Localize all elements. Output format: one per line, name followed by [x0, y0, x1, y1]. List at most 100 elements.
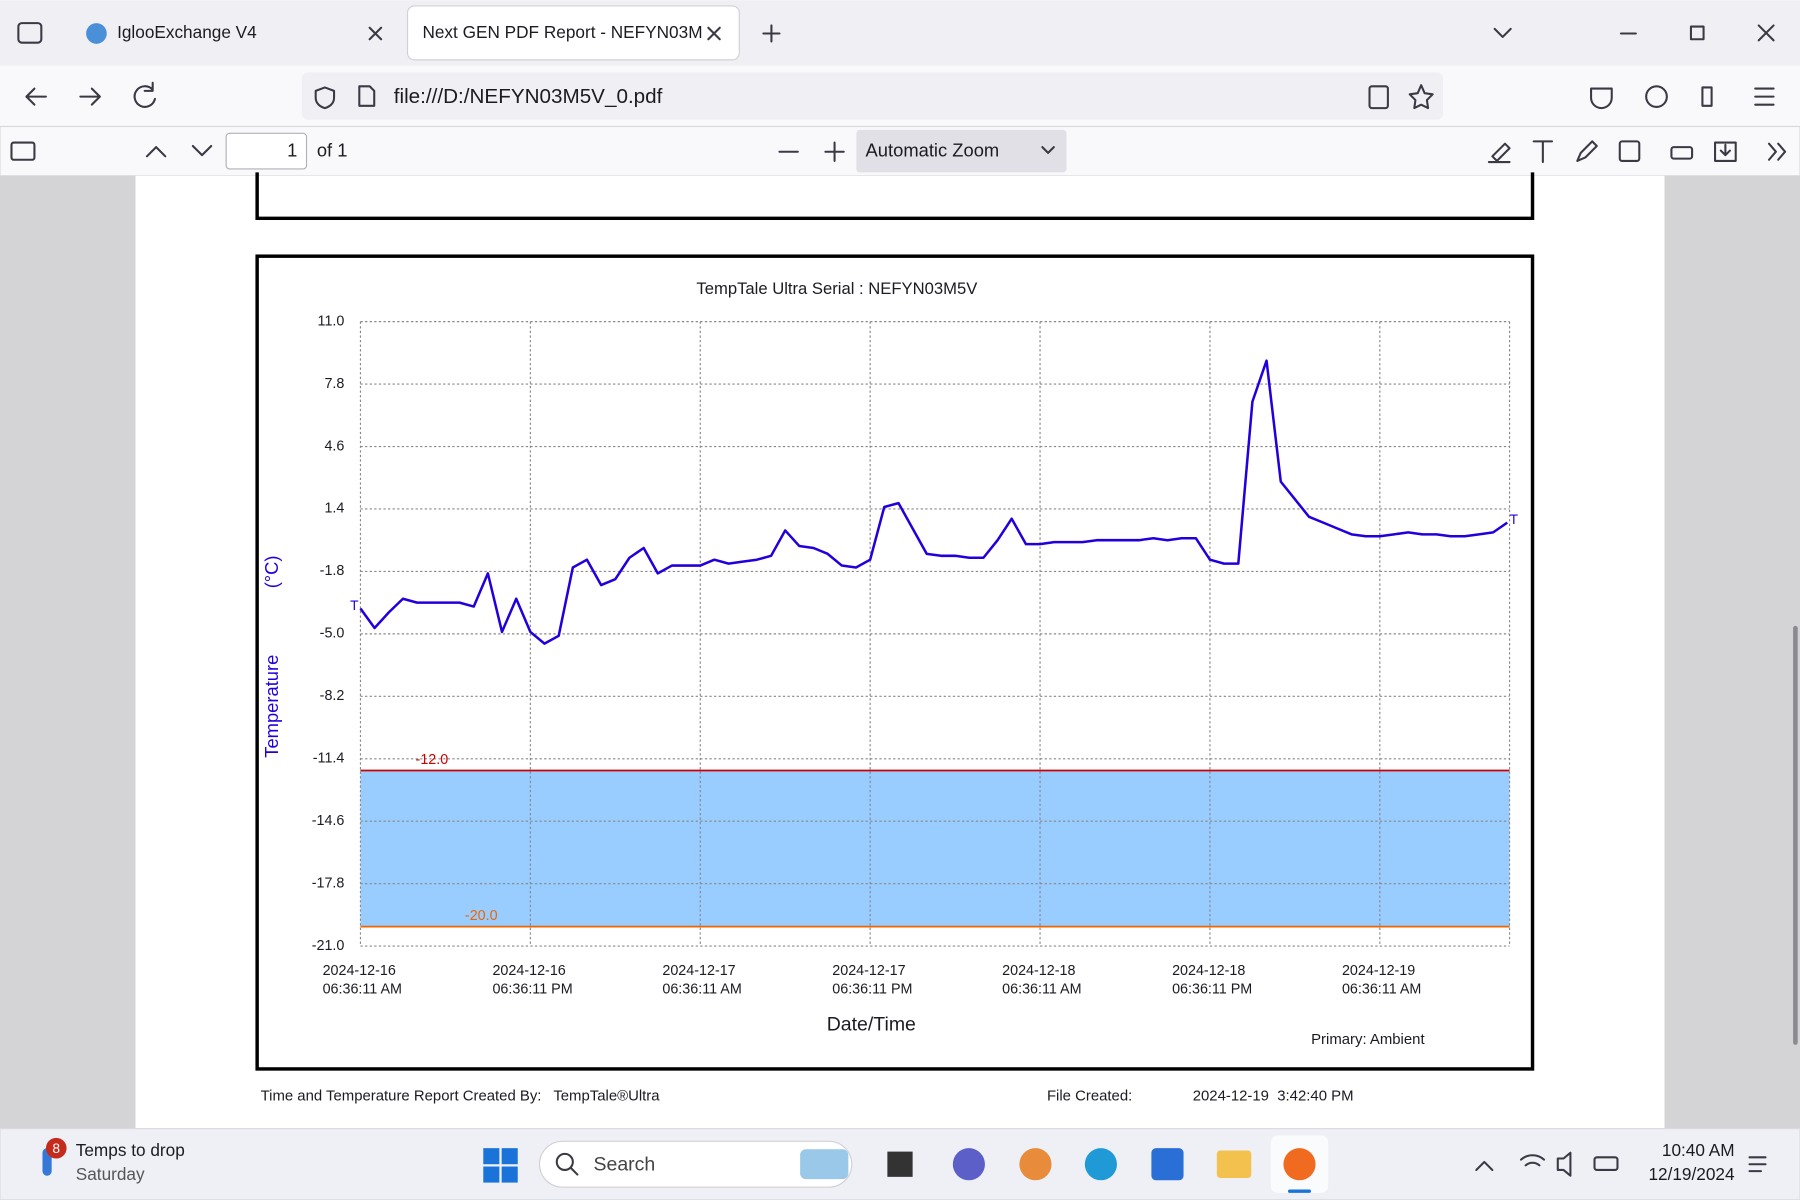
temperature-line: [359, 359, 1508, 645]
new-tab[interactable]: [762, 24, 781, 43]
tab-overflow[interactable]: [1493, 27, 1512, 38]
page-count: of 1: [317, 140, 348, 161]
firefox[interactable]: [1283, 1148, 1316, 1181]
restore[interactable]: [1689, 25, 1705, 41]
tray-overflow[interactable]: [1475, 1160, 1494, 1171]
y-axis-unit: (°C): [261, 555, 282, 588]
page-number: 1: [287, 140, 297, 161]
edge[interactable]: [1084, 1148, 1117, 1181]
back[interactable]: [25, 87, 47, 106]
footer-product: TempTale®Ultra: [553, 1087, 660, 1104]
account[interactable]: [1645, 85, 1668, 108]
x-tick-time: 06:36:11 PM: [492, 982, 572, 998]
active-indicator: [1288, 1189, 1311, 1193]
forward[interactable]: [79, 87, 101, 106]
draw-tool[interactable]: [1576, 140, 1598, 162]
x-tick-date: 2024-12-16: [323, 963, 396, 979]
print[interactable]: [1670, 146, 1694, 160]
y-tick-label: -14.6: [312, 813, 345, 829]
store[interactable]: [1151, 1148, 1184, 1181]
limit-label: -12.0: [416, 752, 449, 768]
y-tick-label: -11.4: [313, 751, 345, 767]
menu[interactable]: [1754, 87, 1775, 106]
search-placeholder: Search: [593, 1154, 655, 1176]
tab-close[interactable]: [368, 26, 383, 41]
tab-title: IglooExchange V4: [117, 22, 257, 42]
page-input[interactable]: [225, 132, 308, 170]
pocket[interactable]: [1590, 87, 1613, 110]
previous-box: [255, 172, 1535, 221]
more-tools[interactable]: [1767, 142, 1787, 161]
y-tick-label: -21.0: [312, 938, 345, 954]
x-tick-time: 06:36:11 PM: [832, 982, 912, 998]
x-tick-time: 06:36:11 PM: [1172, 982, 1252, 998]
footer-file-created-label: File Created:: [1047, 1087, 1132, 1104]
search-box[interactable]: [538, 1140, 853, 1188]
chart-title: TempTale Ultra Serial : NEFYN03M5V: [696, 279, 978, 298]
url: file:///D:/NEFYN03M5V_0.pdf: [394, 85, 663, 108]
close-window[interactable]: [1757, 24, 1775, 42]
end-marker: T: [1510, 512, 1519, 527]
weather-badge: 8: [52, 1141, 60, 1156]
search-icon: [555, 1152, 574, 1171]
zoom-in[interactable]: [824, 141, 845, 162]
highlight[interactable]: [1487, 142, 1511, 164]
weather-day: Saturday: [76, 1164, 145, 1184]
chart-frame: [255, 254, 1535, 1071]
tab-list-button[interactable]: [17, 22, 43, 44]
x-tick-date: 2024-12-17: [832, 963, 905, 979]
y-tick-label: -8.2: [320, 688, 345, 704]
search-icon-handle: [569, 1166, 579, 1176]
notifications[interactable]: [1748, 1156, 1767, 1173]
weather-badge-bg: [45, 1137, 67, 1159]
extensions[interactable]: [1701, 86, 1713, 107]
sidebar-toggle[interactable]: [10, 141, 36, 161]
x-tick-date: 2024-12-18: [1172, 963, 1245, 979]
battery[interactable]: [1593, 1156, 1619, 1171]
image-tool[interactable]: [1618, 140, 1641, 162]
task-view[interactable]: [887, 1151, 913, 1177]
zoom-arrow: [1041, 146, 1055, 154]
y-tick-label: 7.8: [324, 376, 344, 392]
x-tick-date: 2024-12-17: [662, 963, 735, 979]
text-tool[interactable]: [1532, 140, 1554, 164]
save[interactable]: [1714, 141, 1737, 162]
volume[interactable]: [1556, 1151, 1572, 1177]
x-tick-time: 06:36:11 AM: [1342, 982, 1421, 998]
y-axis-label: Temperature: [261, 655, 282, 758]
zoom-value: Automatic Zoom: [866, 140, 1000, 161]
scrollbar[interactable]: [1793, 625, 1798, 1045]
copilot[interactable]: [1019, 1148, 1052, 1181]
footer-file-created: 2024-12-19 3:42:40 PM: [1193, 1087, 1354, 1104]
chart: TempTale Ultra Serial : NEFYN03M5V Tempe…: [261, 279, 1519, 1048]
start-marker: T: [350, 598, 359, 613]
wifi[interactable]: [1520, 1154, 1546, 1167]
reader-view[interactable]: [1368, 85, 1389, 110]
y-tick-label: 11.0: [318, 313, 345, 329]
reload[interactable]: [133, 81, 157, 108]
search-highlight: [800, 1149, 849, 1180]
tab-title: Next GEN PDF Report - NEFYN03M: [422, 22, 702, 42]
x-tick-time: 06:36:11 AM: [1002, 982, 1081, 998]
tab-active[interactable]: [406, 5, 740, 61]
file-icon: [358, 85, 376, 107]
tab[interactable]: [68, 7, 400, 60]
url-bar[interactable]: [301, 72, 1443, 120]
teams[interactable]: [952, 1148, 985, 1181]
zoom-select[interactable]: [856, 129, 1067, 173]
weather-title: Temps to drop: [76, 1140, 185, 1160]
tab-close[interactable]: [707, 26, 721, 41]
next-page[interactable]: [191, 144, 213, 157]
clock-time: 10:40 AM: [1662, 1140, 1735, 1160]
tab-favicon: [86, 23, 107, 44]
bookmark[interactable]: [1408, 84, 1434, 110]
prev-page[interactable]: [145, 146, 167, 158]
file-explorer[interactable]: [1216, 1150, 1252, 1178]
y-tick-label: -17.8: [312, 875, 345, 891]
x-tick-date: 2024-12-18: [1002, 963, 1075, 979]
start-button[interactable]: [483, 1148, 518, 1183]
shield-icon[interactable]: [314, 86, 336, 110]
y-tick-label: 1.4: [324, 501, 344, 517]
